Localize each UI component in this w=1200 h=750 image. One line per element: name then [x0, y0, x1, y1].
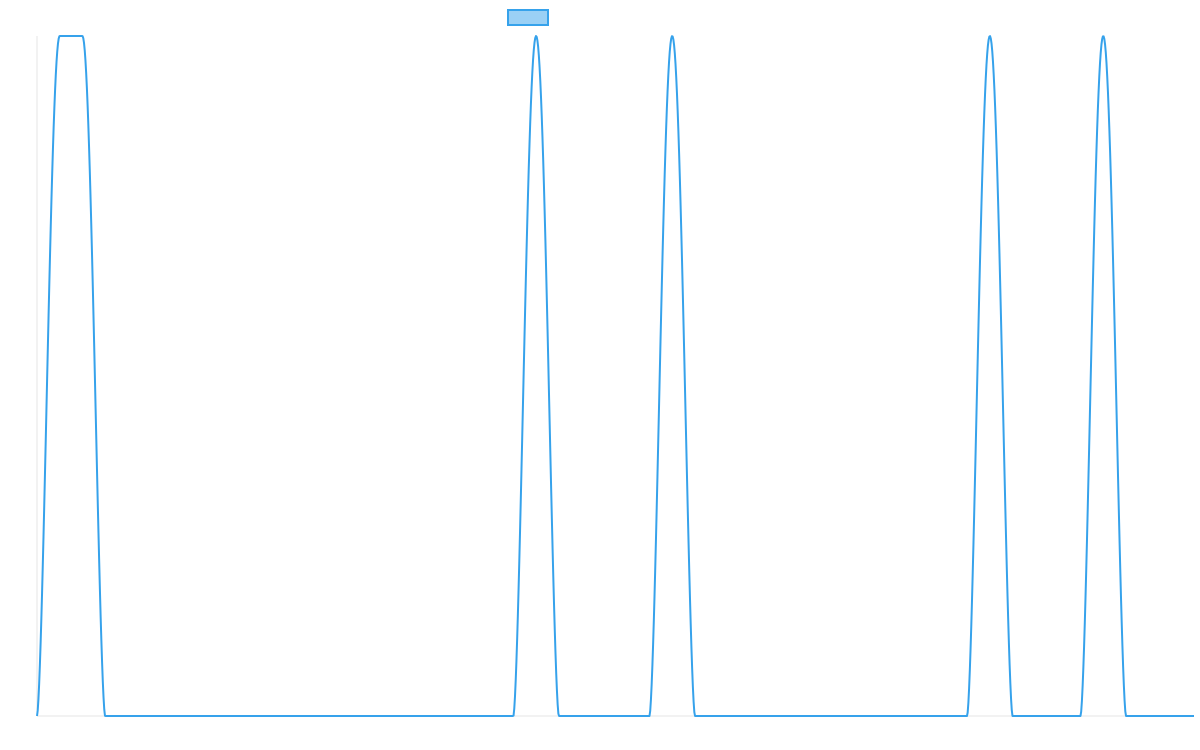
- legend-swatch[interactable]: [507, 9, 549, 26]
- peak-point-1[interactable]: [57, 33, 63, 39]
- axes: [36, 36, 1194, 717]
- legend[interactable]: [507, 9, 549, 26]
- peak-point-5[interactable]: [987, 33, 993, 39]
- peak-point-3[interactable]: [533, 33, 539, 39]
- peak-point-4[interactable]: [669, 33, 675, 39]
- series-line: [36, 35, 1195, 717]
- peak-point-2[interactable]: [79, 33, 85, 39]
- peak-point-6[interactable]: [1100, 33, 1106, 39]
- series-group: [36, 33, 1195, 717]
